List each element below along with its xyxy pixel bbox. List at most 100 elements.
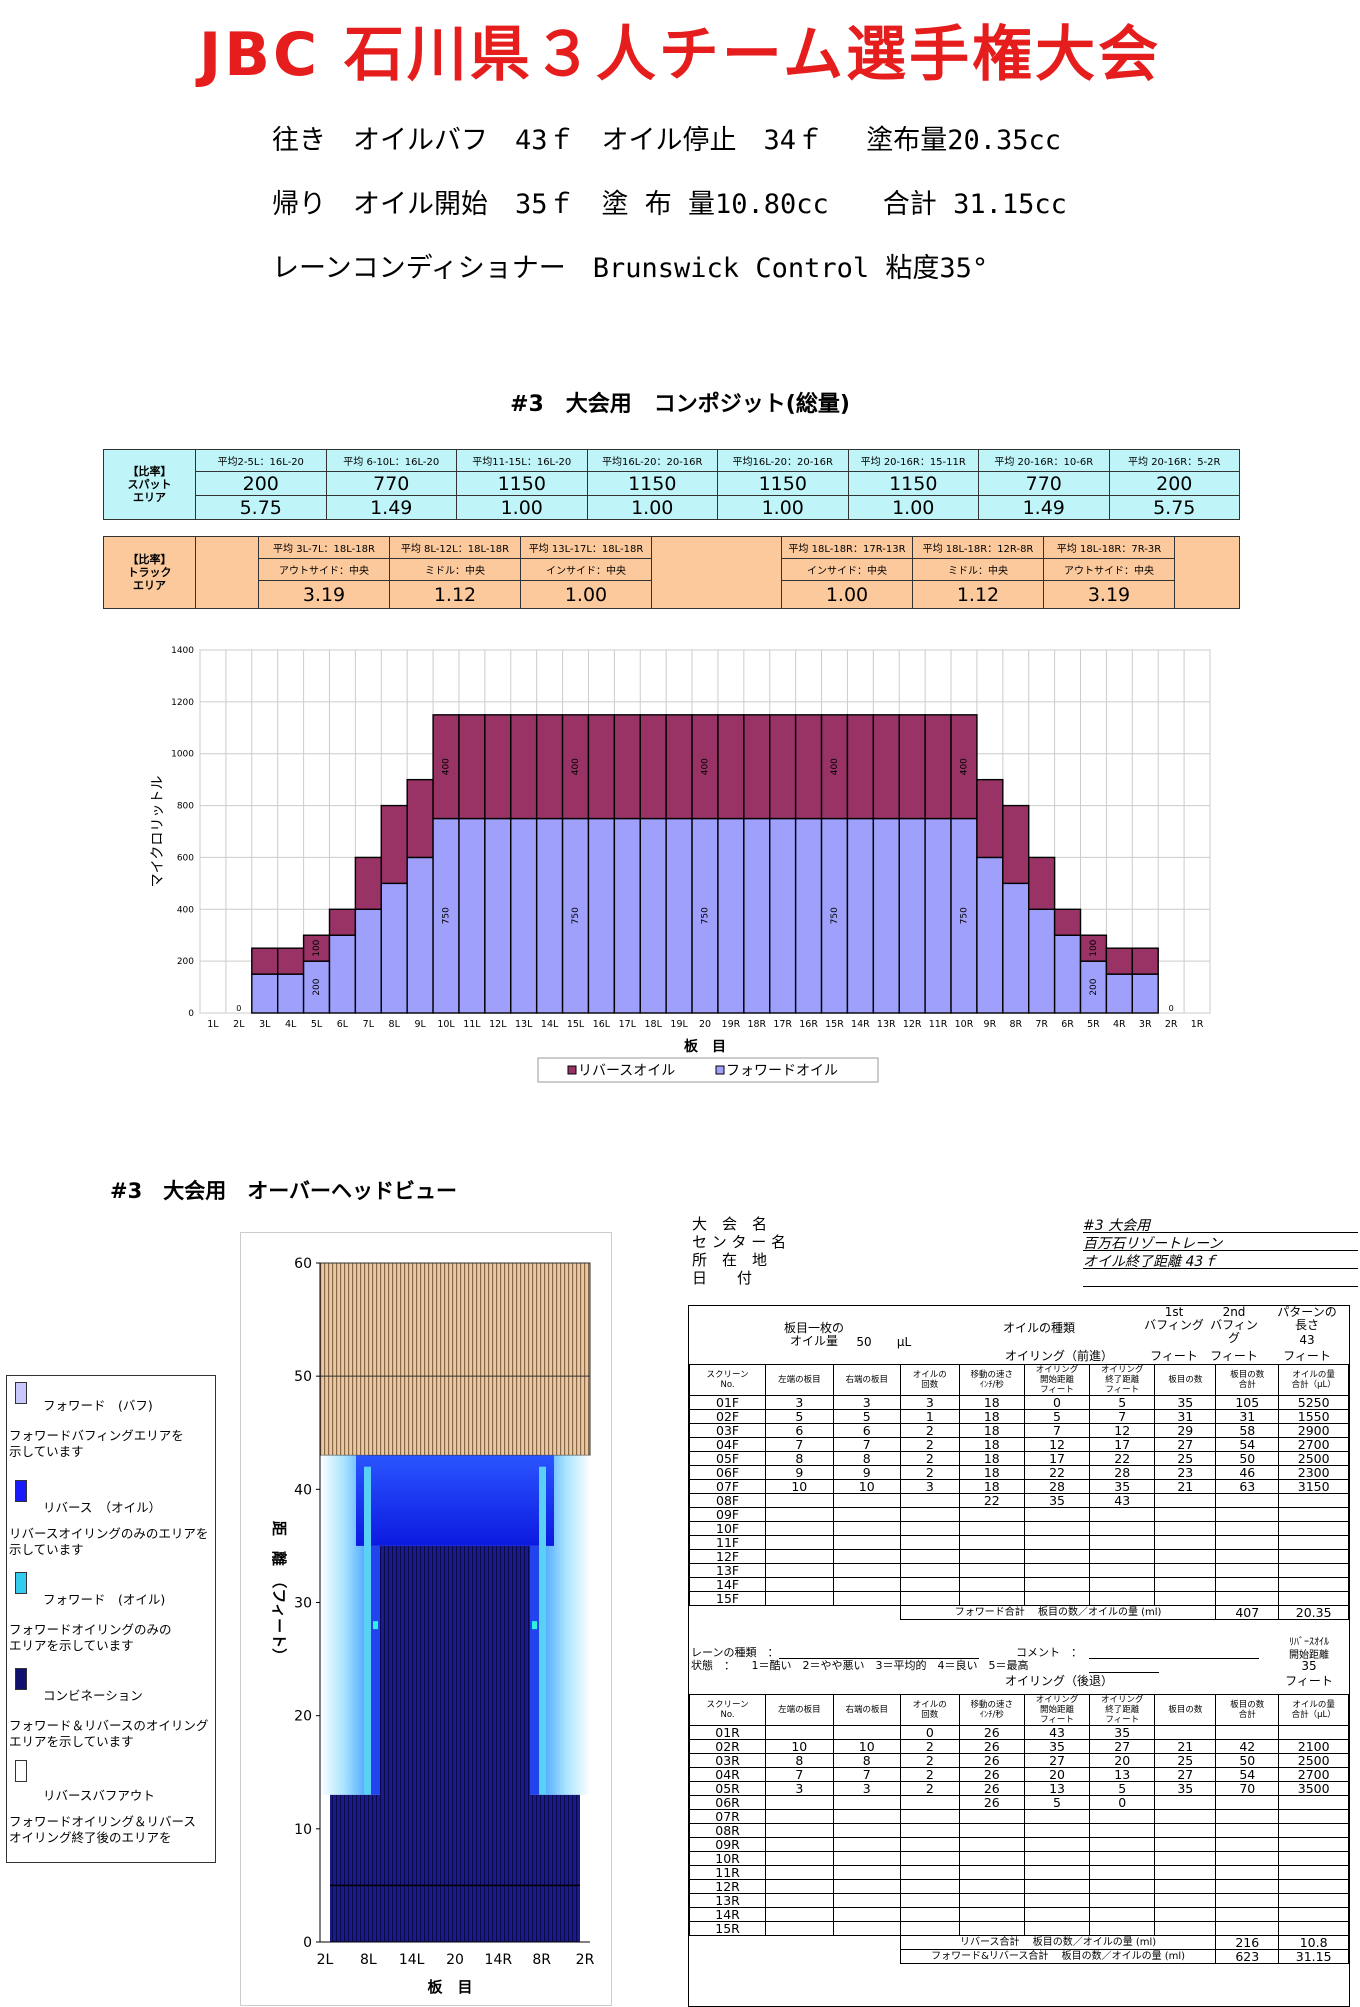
bar-reverse bbox=[639, 714, 667, 820]
reverse-cell bbox=[1215, 1837, 1280, 1852]
bar-forward bbox=[1131, 973, 1159, 1014]
reverse-cell bbox=[1154, 1809, 1217, 1824]
reverse-cell bbox=[1278, 1823, 1349, 1838]
bar-forward bbox=[639, 817, 667, 1014]
feet-label: フィート bbox=[1283, 1349, 1331, 1363]
reverse-cell bbox=[765, 1795, 834, 1810]
forward-cell bbox=[1278, 1591, 1349, 1606]
reverse-cell bbox=[1089, 1921, 1156, 1936]
column-header: オイリング 終了距離 フィート bbox=[1089, 1694, 1156, 1726]
reverse-cell bbox=[832, 1851, 901, 1866]
reverse-cell bbox=[1023, 1837, 1091, 1852]
reverse-cell: 26 bbox=[958, 1795, 1025, 1810]
bar-forward bbox=[743, 817, 771, 1014]
reverse-cell bbox=[832, 1837, 901, 1852]
x-tick-label: 7L bbox=[363, 1019, 375, 1030]
forward-cell: 3 bbox=[832, 1395, 901, 1410]
forward-cell: 21 bbox=[1154, 1479, 1217, 1494]
bar-forward bbox=[794, 817, 823, 1014]
x-tick-label: 20 bbox=[699, 1019, 711, 1030]
spot-header: 平均 20-16R：15-11R bbox=[847, 449, 979, 472]
forward-cell bbox=[1023, 1563, 1091, 1578]
forward-cell: 23 bbox=[1154, 1465, 1217, 1480]
forward-cell bbox=[899, 1549, 960, 1564]
reverse-cell: 35 bbox=[1089, 1725, 1156, 1740]
info-outbound: 往き オイルバフ 43ｆ オイル停止 34ｆ 塗布量20.35cc bbox=[272, 125, 1062, 156]
reverse-cell bbox=[958, 1907, 1025, 1922]
forward-cell: 18 bbox=[958, 1451, 1025, 1466]
y-tick-label: 20 bbox=[294, 1709, 312, 1725]
forward-cell bbox=[1154, 1591, 1217, 1606]
info-conditioner: レーンコンディショナー Brunswick Control 粘度35° bbox=[272, 253, 989, 284]
forward-cell bbox=[1278, 1535, 1349, 1550]
forward-cell: 5 bbox=[1023, 1409, 1091, 1424]
reverse-cell bbox=[1089, 1879, 1156, 1894]
reverse-cell bbox=[765, 1879, 834, 1894]
x-tick-label: 8R bbox=[1009, 1019, 1022, 1030]
forward-cell bbox=[765, 1577, 834, 1592]
forward-cell: 46 bbox=[1215, 1465, 1280, 1480]
track-header: 平均 3L-7L：18L-18R bbox=[258, 536, 390, 559]
forward-cell: 35 bbox=[1023, 1493, 1091, 1508]
reverse-cell: 27 bbox=[1089, 1739, 1156, 1754]
spot-ratio: 1.00 bbox=[717, 495, 849, 520]
reverse-cell: 5 bbox=[1023, 1795, 1091, 1810]
forward-cell bbox=[832, 1549, 901, 1564]
x-tick-label: 18L bbox=[645, 1019, 663, 1030]
overhead-chart: 0 10 20 30 40 50 60 2L 8L 14L 20 14R 8R 2R 距 離 （フィート… bbox=[270, 1256, 595, 1996]
forward-cell: 01F bbox=[688, 1395, 767, 1410]
sheet-field-value: 百万石リゾートレーン bbox=[1083, 1233, 1358, 1252]
x-tick-label: 5L bbox=[311, 1019, 323, 1030]
forward-cell bbox=[832, 1521, 901, 1536]
forward-cell: 31 bbox=[1154, 1409, 1217, 1424]
forward-cell: 35 bbox=[1089, 1479, 1156, 1494]
forward-cell bbox=[899, 1507, 960, 1522]
x-tick-label: 6R bbox=[1061, 1019, 1074, 1030]
legend-box bbox=[537, 1057, 879, 1083]
reverse-cell: 35 bbox=[1154, 1781, 1217, 1796]
reverse-cell: 2 bbox=[899, 1739, 960, 1754]
reverse-cell: 13R bbox=[688, 1893, 767, 1908]
forward-cell: 22 bbox=[1023, 1465, 1091, 1480]
column-header: オイリング 開始距離 フィート bbox=[1023, 1694, 1091, 1726]
bar-forward bbox=[328, 934, 357, 1014]
reverse-cell bbox=[832, 1865, 901, 1880]
x-tick-label: 3R bbox=[1139, 1019, 1152, 1030]
reverse-cell: 43 bbox=[1023, 1725, 1091, 1740]
data-label: 750 bbox=[830, 907, 840, 924]
reverse-cell: 27 bbox=[1023, 1753, 1091, 1768]
x-tick-label: 8L bbox=[360, 1952, 377, 1968]
chart-legend: リバースオイル フォワードオイル bbox=[537, 1057, 879, 1083]
reverse-cell bbox=[1278, 1795, 1349, 1810]
reverse-cell: 03R bbox=[688, 1753, 767, 1768]
reverse-cell: 2700 bbox=[1278, 1767, 1349, 1782]
x-tick-label: 9R bbox=[984, 1019, 997, 1030]
legend-title: リバースバフアウト bbox=[43, 1788, 155, 1803]
track-header: 平均 8L-12L：18L-18R bbox=[389, 536, 521, 559]
x-tick-label: 2R bbox=[1165, 1019, 1178, 1030]
bar-forward bbox=[898, 817, 926, 1014]
reverse-cell: 8 bbox=[765, 1753, 834, 1768]
bar-forward bbox=[872, 817, 900, 1014]
bar-reverse bbox=[846, 714, 875, 820]
reverse-oil-band bbox=[356, 1455, 554, 1546]
reverse-cell bbox=[1215, 1851, 1280, 1866]
reverse-cell bbox=[1278, 1921, 1349, 1936]
spot-header: 平均11-15L：16L-20 bbox=[456, 449, 588, 472]
feet-label: フィート bbox=[1285, 1674, 1333, 1688]
reverse-cell: 21 bbox=[1154, 1739, 1217, 1754]
x-tick-label: 16L bbox=[593, 1019, 611, 1030]
reverse-cell: 02R bbox=[688, 1739, 767, 1754]
combined-total-oil: 31.15 bbox=[1278, 1949, 1349, 1964]
reverse-cell bbox=[765, 1837, 834, 1852]
reverse-cell bbox=[1089, 1865, 1156, 1880]
reverse-cell bbox=[1089, 1823, 1156, 1838]
reverse-title: オイリング（後退） bbox=[1004, 1674, 1113, 1688]
reverse-cell bbox=[1023, 1851, 1091, 1866]
spot-value: 770 bbox=[978, 471, 1110, 496]
bar-forward bbox=[846, 817, 875, 1014]
reverse-cell bbox=[1089, 1809, 1156, 1824]
track-label: 【比率】 トラック エリア bbox=[103, 536, 196, 609]
reverse-cell: 26 bbox=[958, 1739, 1025, 1754]
reverse-cell bbox=[1215, 1809, 1280, 1824]
